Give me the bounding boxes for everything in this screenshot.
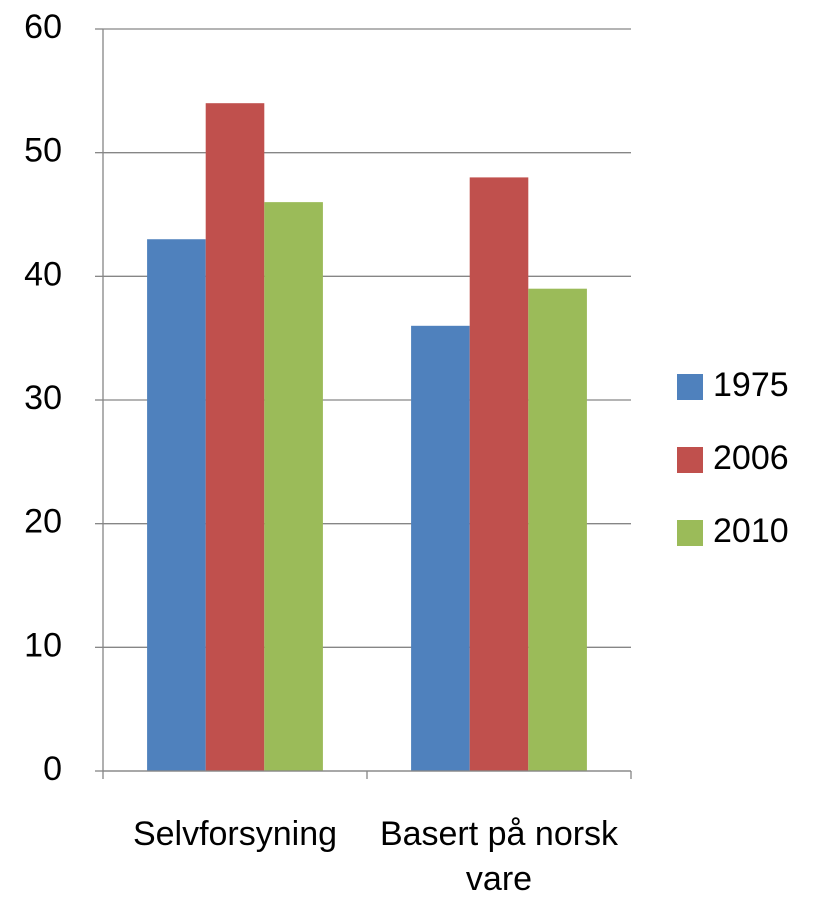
y-tick-label: 40 <box>24 255 62 293</box>
y-tick-label: 20 <box>24 503 62 541</box>
bar <box>147 239 206 771</box>
legend-label: 1975 <box>713 366 789 404</box>
legend-swatch <box>677 520 703 546</box>
bar <box>469 177 529 771</box>
x-tick-label: Selvforsyning <box>132 815 338 853</box>
bar <box>264 202 323 772</box>
legend-swatch <box>677 447 703 473</box>
x-tick-label: Basert på norsk vare <box>379 815 619 898</box>
legend-swatch <box>677 374 703 400</box>
y-tick-label: 50 <box>24 132 62 170</box>
bar <box>205 103 265 771</box>
bar <box>528 288 587 771</box>
bar <box>411 325 470 771</box>
legend-label: 2010 <box>713 512 789 550</box>
y-tick-label: 60 <box>24 8 62 46</box>
y-tick-label: 30 <box>24 379 62 417</box>
y-tick-label: 10 <box>24 626 62 664</box>
legend-label: 2006 <box>713 439 789 477</box>
y-tick-label: 0 <box>43 750 62 788</box>
